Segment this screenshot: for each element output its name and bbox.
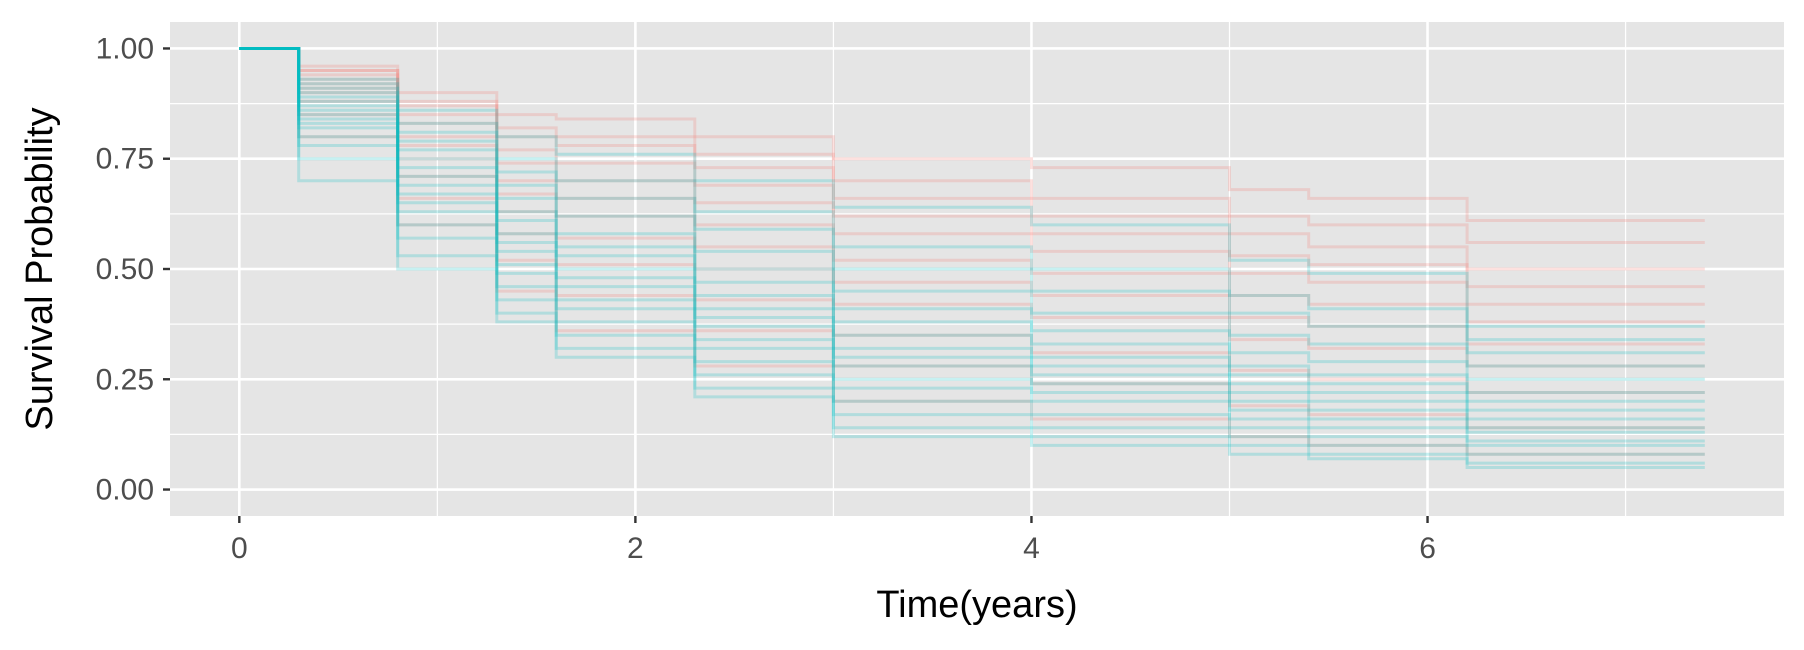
x-tick-label: 6 [1419,532,1436,565]
y-tick-label: 1.00 [96,32,154,65]
y-tick-label: 0.00 [96,474,154,507]
survival-curve-teal-26 [239,47,1705,469]
survival-curve-red-1 [239,47,1705,244]
survival-curve-teal-13 [239,47,1705,355]
survival-curve-red-6 [239,47,1705,346]
survival-curve-red-0 [239,47,1705,222]
survival-curve-teal-20 [239,47,1705,430]
survival-curve-teal-19 [239,47,1705,421]
x-axis-title: Time(years) [876,584,1077,626]
survival-curve-teal-16 [239,47,1705,394]
y-tick-label: 0.50 [96,253,154,286]
survival-curve-red-5 [239,47,1705,324]
survival-curve-red-7 [239,47,1705,368]
survival-curve-red-3 [239,47,1705,289]
survival-curve-teal-24 [239,47,1705,456]
survival-curve-red-2 [239,47,1705,271]
survival-curve-teal-17 [239,47,1705,403]
survival-curve-red-8 [239,47,1705,394]
axes: 0 2 4 6 0.00 0.25 0.50 0.75 1.00 [96,32,1436,565]
survival-curves [239,47,1705,469]
survival-curve-teal-11 [239,47,1705,328]
survival-curve-red-4 [239,47,1705,306]
survival-curve-red-10 [239,47,1705,456]
x-tick-label: 2 [627,532,644,565]
major-gridlines [170,22,1784,516]
survival-curve-teal-25 [239,47,1705,465]
y-tick-label: 0.75 [96,143,154,176]
y-axis-title: Survival Probability [19,107,61,430]
survival-curve-teal-14 [239,47,1705,368]
survival-curve-teal-23 [239,47,1705,447]
survival-curve-teal-18 [239,47,1705,412]
y-tick-label: 0.25 [96,363,154,396]
survival-curve-teal-22 [239,47,1705,443]
x-tick-label: 4 [1023,532,1040,565]
survival-curve-red-9 [239,47,1705,430]
survival-curve-teal-21 [239,47,1705,434]
survival-curve-teal-12 [239,47,1705,342]
survival-curve-teal-15 [239,47,1705,381]
x-tick-label: 0 [231,532,248,565]
